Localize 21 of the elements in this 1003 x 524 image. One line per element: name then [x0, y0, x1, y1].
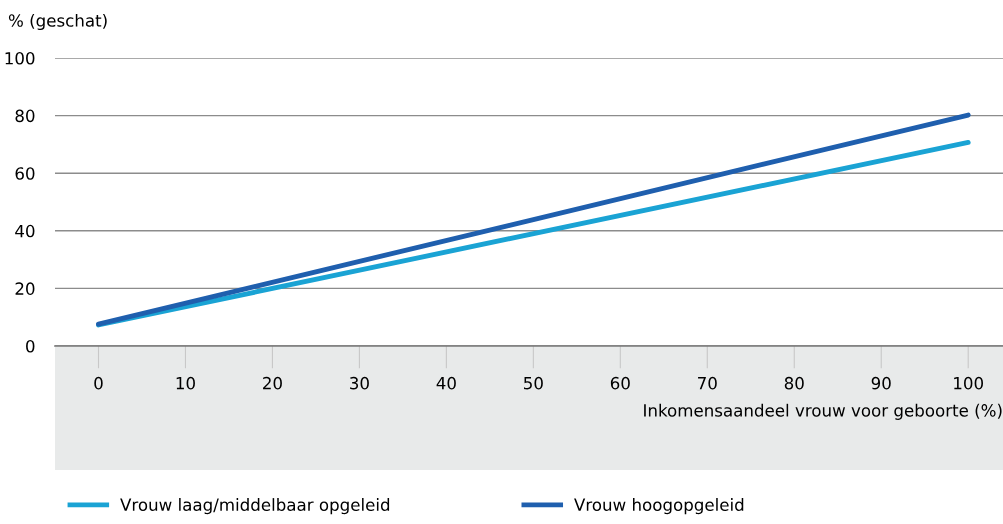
x-tick-label: 20 [263, 376, 282, 390]
y-axis-title: % (geschat) [8, 13, 107, 31]
x-tick-label: 10 [176, 376, 195, 390]
x-tick-label: 50 [524, 376, 543, 390]
y-tick-label: 60 [15, 167, 35, 180]
legend-label: Vrouw hoogopgeleid [574, 498, 744, 515]
x-tick-label: 100 [954, 376, 984, 390]
legend-label: Vrouw laag/middelbaar opgeleid [120, 498, 390, 515]
x-tick-label: 90 [871, 376, 891, 390]
y-tick-label: 20 [15, 282, 35, 295]
y-tick-label: 0 [26, 339, 35, 353]
x-tick-label: 60 [610, 376, 630, 390]
x-tick-label: 40 [436, 376, 456, 390]
x-axis-title: Inkomensaandeel vrouw voor geboorte (%) [644, 403, 1002, 420]
y-tick-label: 100 [5, 51, 35, 65]
y-tick-label: 80 [15, 109, 35, 123]
x-tick-label: 80 [784, 376, 804, 390]
x-tick-label: 0 [94, 376, 103, 390]
x-tick-label: 70 [698, 376, 717, 390]
y-tick-label: 40 [15, 224, 35, 238]
x-tick-label: 30 [350, 376, 369, 390]
